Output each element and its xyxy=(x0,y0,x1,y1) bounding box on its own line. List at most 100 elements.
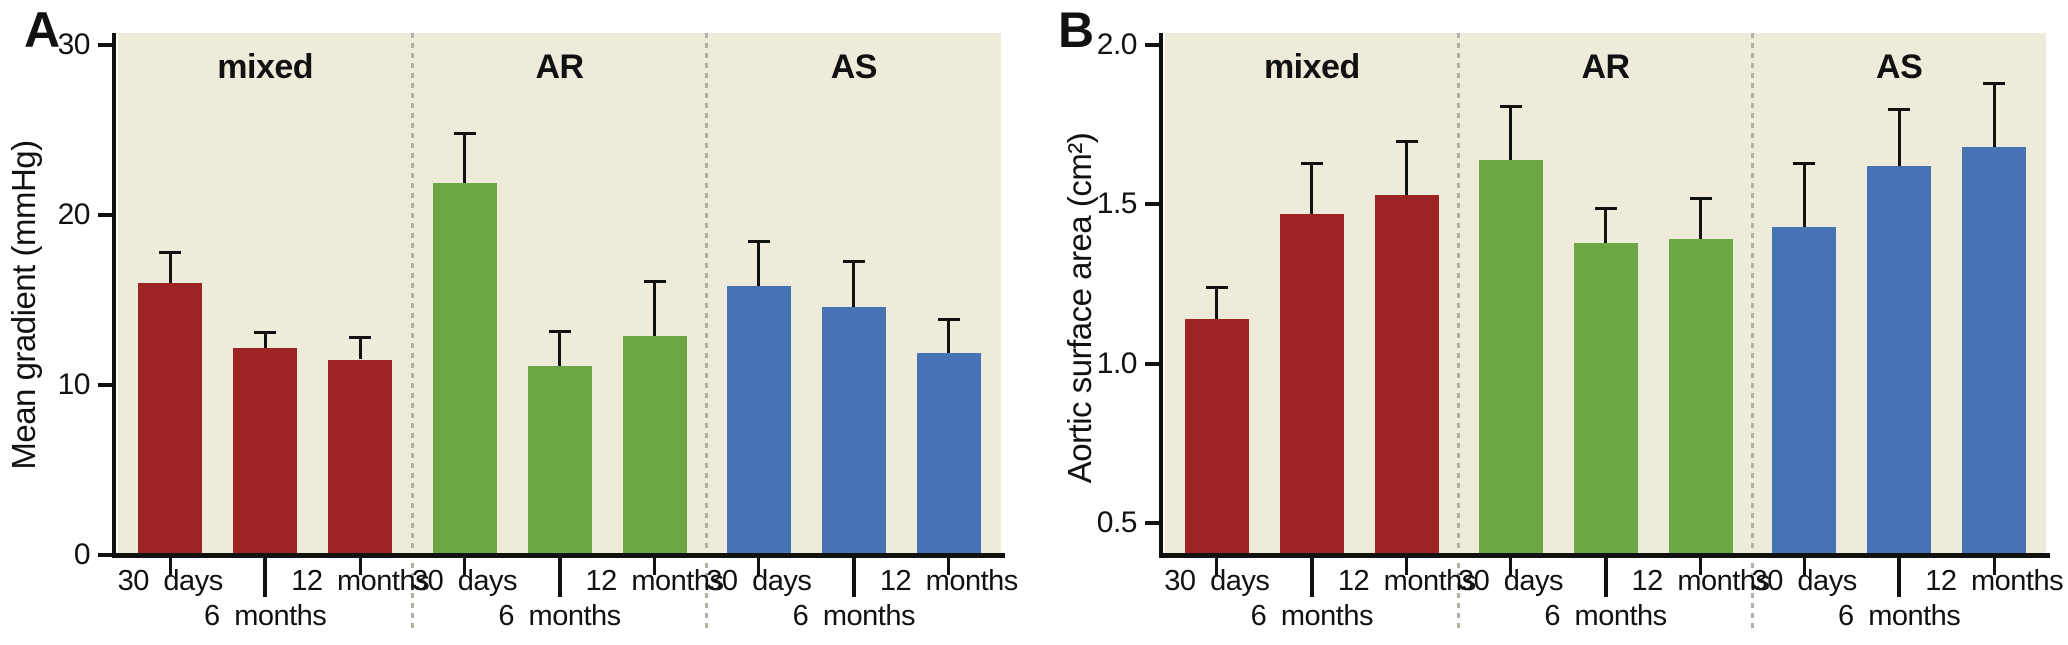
error-bar-line xyxy=(947,318,951,353)
y-tick-label: 2.0 xyxy=(1096,28,1138,61)
x-tick-label: 12 months xyxy=(585,565,724,597)
bar xyxy=(916,352,981,555)
y-tick xyxy=(1145,43,1159,47)
y-tick-label: 1.0 xyxy=(1096,346,1138,380)
error-bar-cap xyxy=(453,132,476,136)
bar xyxy=(527,366,592,555)
group-divider xyxy=(1750,33,1754,628)
y-tick-label: 10 xyxy=(57,368,91,401)
group-divider xyxy=(705,33,709,628)
error-bar-cap xyxy=(1300,161,1323,165)
panel-label: B xyxy=(1058,2,1094,58)
y-tick xyxy=(1145,202,1159,207)
x-tick-label: 30 days xyxy=(706,565,812,597)
y-tick-label: 0 xyxy=(73,538,91,571)
x-tick-label: 6 months xyxy=(498,600,621,632)
error-bar-line xyxy=(168,252,172,283)
y-tick xyxy=(98,43,112,47)
group-divider xyxy=(410,33,414,628)
x-tick-label: 6 months xyxy=(204,600,327,632)
bar xyxy=(1772,226,1837,555)
group-title: mixed xyxy=(217,48,314,86)
x-tick-short xyxy=(947,557,951,575)
error-bar-line xyxy=(1992,83,1996,147)
bar xyxy=(1478,159,1543,555)
error-bar-line xyxy=(263,332,267,348)
group-divider xyxy=(1457,33,1461,628)
bar xyxy=(233,347,298,555)
error-bar-line xyxy=(1215,287,1219,320)
error-bar-cap xyxy=(1499,104,1522,108)
x-tick-short xyxy=(1509,557,1512,575)
error-bar-cap xyxy=(349,336,372,340)
error-bar-line xyxy=(1509,105,1512,160)
x-tick-label: 6 months xyxy=(1250,600,1374,632)
x-tick-long xyxy=(1603,557,1608,597)
error-bar-cap xyxy=(747,239,770,243)
error-bar-cap xyxy=(937,317,960,321)
error-bar-line xyxy=(653,281,656,336)
error-bar-line xyxy=(463,133,466,183)
y-tick xyxy=(1145,521,1159,526)
error-bar-cap xyxy=(643,280,666,284)
x-tick-label: 6 months xyxy=(792,600,916,632)
x-tick-short xyxy=(653,557,656,575)
y-tick xyxy=(98,553,112,557)
error-bar-line xyxy=(558,330,561,367)
error-bar-line xyxy=(1604,207,1607,243)
x-tick-short xyxy=(463,557,466,575)
x-tick-label: 12 months xyxy=(879,565,1018,597)
x-axis-line xyxy=(1159,553,2050,558)
bar xyxy=(328,359,393,555)
bar xyxy=(1573,242,1638,555)
bar xyxy=(1374,194,1439,555)
y-axis-line xyxy=(112,33,116,558)
y-axis-line xyxy=(1159,33,1163,558)
y-axis-title: Mean gradient (mmHg) xyxy=(5,140,42,470)
x-tick-label: 30 days xyxy=(1164,565,1270,597)
error-bar-cap xyxy=(1205,286,1228,290)
x-tick-short xyxy=(1405,557,1409,575)
y-tick-label: 30 xyxy=(57,28,91,61)
x-tick-label: 30 days xyxy=(411,565,518,597)
x-tick-short xyxy=(168,557,172,575)
group-title: AS xyxy=(1876,48,1923,86)
x-tick-label: 12 months xyxy=(1337,565,1476,597)
y-tick xyxy=(98,213,112,217)
bar xyxy=(1962,147,2027,555)
error-bar-line xyxy=(852,260,856,307)
bar xyxy=(726,286,791,555)
x-tick-label: 12 months xyxy=(1925,565,2064,597)
error-bar-line xyxy=(1310,162,1314,214)
x-tick-short xyxy=(757,557,761,575)
bar xyxy=(821,306,886,555)
x-tick-long xyxy=(851,557,856,597)
x-tick-short xyxy=(1992,557,1996,575)
error-bar-cap xyxy=(1983,82,2006,86)
y-tick xyxy=(1145,361,1159,366)
x-tick-long xyxy=(263,557,268,597)
x-tick-short xyxy=(1802,557,1806,575)
error-bar-cap xyxy=(1793,161,1816,165)
error-bar-cap xyxy=(1395,139,1418,143)
x-tick-label: 30 days xyxy=(117,565,224,597)
error-bar-line xyxy=(1802,162,1806,227)
x-tick-label: 6 months xyxy=(1544,600,1667,632)
x-tick-long xyxy=(1897,557,1902,597)
x-tick-short xyxy=(1699,557,1702,575)
error-bar-cap xyxy=(159,251,182,255)
error-bar-line xyxy=(757,240,761,287)
group-title: AS xyxy=(830,48,878,86)
bar xyxy=(1184,319,1249,555)
bar xyxy=(622,335,687,555)
x-tick-label: 12 months xyxy=(291,565,430,597)
y-tick xyxy=(98,383,112,387)
x-tick-label: 30 days xyxy=(1457,565,1564,597)
y-tick-label: 0.5 xyxy=(1096,506,1138,540)
x-tick-label: 12 months xyxy=(1631,565,1770,597)
y-tick-label: 1.5 xyxy=(1096,187,1138,221)
error-bar-line xyxy=(1897,108,1901,167)
error-bar-line xyxy=(1405,140,1409,195)
group-title: AR xyxy=(535,48,584,86)
